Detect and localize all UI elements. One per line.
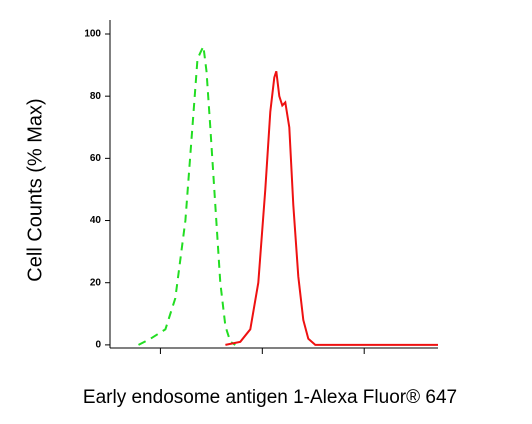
y-tick-label: 60 — [90, 153, 102, 164]
y-tick-label: 20 — [90, 277, 102, 288]
y-tick-label: 40 — [90, 215, 102, 226]
histogram-line — [138, 42, 236, 346]
y-axis-label: Cell Counts (% Max) — [24, 98, 46, 281]
x-axis-label: Early endosome antigen 1-Alexa Fluor® 64… — [83, 387, 457, 408]
y-tick-label: 80 — [90, 91, 102, 102]
histogram-line — [225, 70, 438, 346]
y-tick-label: 0 — [95, 340, 101, 351]
y-tick-label: 100 — [84, 29, 101, 40]
